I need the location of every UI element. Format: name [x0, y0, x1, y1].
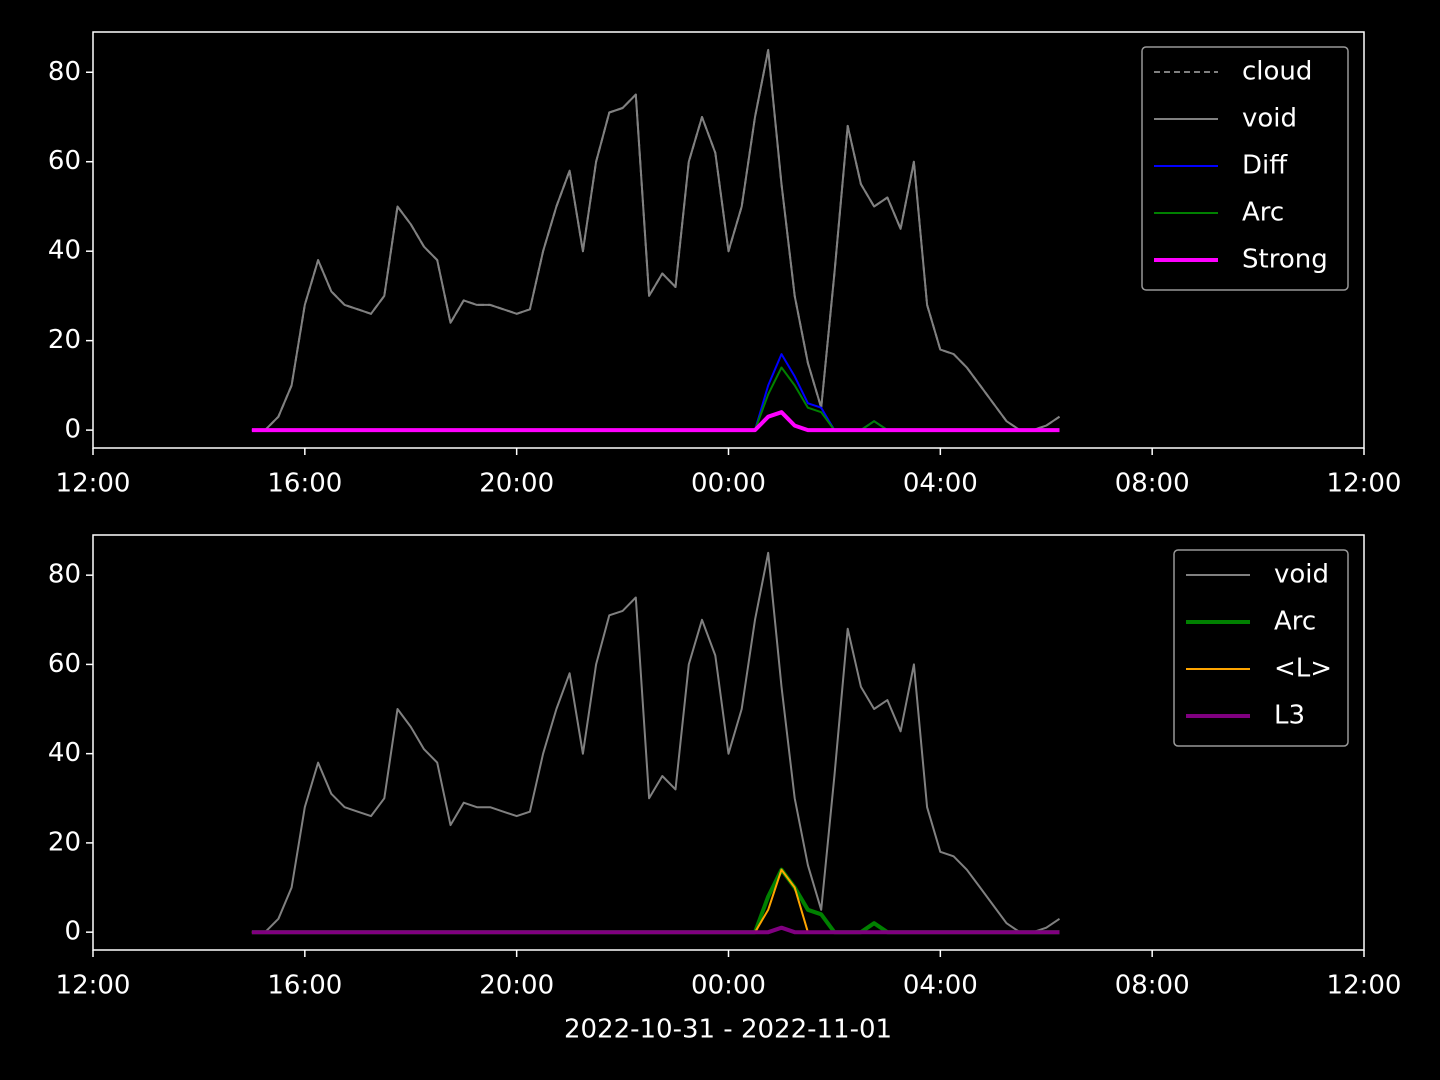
y-tick-label: 20 — [48, 325, 81, 355]
y-tick-label: 40 — [48, 236, 81, 266]
y-tick-label: 0 — [64, 415, 81, 445]
axes-frame — [92, 31, 1365, 449]
y-tick-label: 60 — [48, 649, 81, 679]
x-axis-label: 2022-10-31 - 2022-11-01 — [564, 1015, 892, 1045]
x-tick-label: 20:00 — [479, 971, 554, 1001]
legend-label: Strong — [1242, 245, 1328, 275]
legend-label: Arc — [1242, 198, 1284, 228]
series-line — [251, 48, 1061, 432]
legend-label: void — [1242, 104, 1297, 134]
series-line — [251, 551, 1061, 934]
legend-label: cloud — [1242, 57, 1312, 87]
y-tick-label: 60 — [48, 146, 81, 176]
x-tick-label: 08:00 — [1115, 469, 1190, 499]
x-tick-label: 08:00 — [1115, 971, 1190, 1001]
x-tick-label: 12:00 — [56, 469, 131, 499]
y-tick-label: 80 — [48, 560, 81, 590]
legend-label: L3 — [1274, 701, 1305, 731]
legend-box — [1141, 46, 1349, 291]
legend-label: <L> — [1274, 654, 1332, 684]
legend-label: Diff — [1242, 151, 1288, 181]
x-tick-label: 04:00 — [903, 971, 978, 1001]
y-tick-label: 40 — [48, 738, 81, 768]
x-tick-label: 20:00 — [479, 469, 554, 499]
x-tick-label: 16:00 — [267, 971, 342, 1001]
series-line — [251, 410, 1060, 433]
y-tick-label: 20 — [48, 827, 81, 857]
x-tick-label: 16:00 — [267, 469, 342, 499]
legend-box — [1173, 549, 1349, 747]
x-tick-label: 00:00 — [691, 971, 766, 1001]
x-tick-label: 04:00 — [903, 469, 978, 499]
axes-frame — [92, 534, 1365, 951]
y-tick-label: 80 — [48, 57, 81, 87]
x-tick-label: 12:00 — [56, 971, 131, 1001]
legend-label: Arc — [1274, 607, 1316, 637]
x-tick-label: 12:00 — [1327, 971, 1402, 1001]
x-tick-label: 12:00 — [1327, 469, 1402, 499]
series-line — [251, 925, 1060, 935]
legend-label: void — [1274, 560, 1329, 590]
y-tick-label: 0 — [64, 917, 81, 947]
x-tick-label: 00:00 — [691, 469, 766, 499]
